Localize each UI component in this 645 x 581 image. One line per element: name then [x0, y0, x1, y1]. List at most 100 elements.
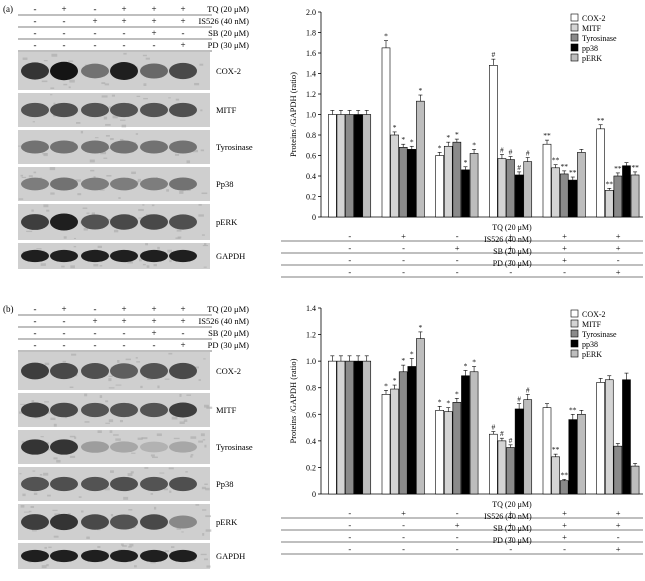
- band-label: GAPDH: [216, 551, 245, 561]
- significance-label: *: [438, 143, 442, 152]
- legend-swatch: [570, 13, 579, 22]
- y-tick-label: 0.4: [306, 437, 316, 446]
- legend-entry: Tyrosinase: [582, 34, 617, 43]
- bar-pp38: [461, 375, 470, 495]
- table-sign: -: [402, 267, 405, 277]
- legend-entry: pERK: [582, 350, 602, 359]
- blot-texture: [108, 419, 114, 423]
- blot-band: [140, 441, 168, 453]
- blot-texture: [205, 515, 211, 518]
- treatment-sign: -: [63, 340, 66, 350]
- blot-band: [140, 249, 168, 263]
- blot-texture: [97, 528, 101, 531]
- table-sign: -: [456, 532, 459, 542]
- significance-label: *: [384, 32, 388, 41]
- treatment-row-label: PD (30 μM): [208, 40, 250, 50]
- blot-band: [110, 363, 138, 379]
- blot-texture: [93, 263, 99, 267]
- blot-texture: [50, 417, 56, 421]
- legend-entry: pp38: [582, 44, 598, 53]
- blot-band: [110, 62, 138, 80]
- blot-texture: [33, 492, 38, 495]
- table-sign: -: [348, 255, 351, 265]
- blot-texture: [74, 436, 77, 439]
- blot-texture: [123, 52, 127, 55]
- bar-tyrosinase: [506, 447, 515, 495]
- table-sign: -: [348, 508, 351, 518]
- table-sign: -: [348, 520, 351, 530]
- blot-texture: [50, 94, 53, 96]
- blot-band: [169, 515, 197, 529]
- blot-band: [110, 140, 138, 154]
- blot-band: [21, 439, 49, 455]
- blot-texture: [156, 433, 162, 437]
- blot-texture: [145, 57, 150, 60]
- treatment-sign: +: [121, 304, 126, 314]
- bar-tyrosinase: [559, 480, 569, 495]
- blot-texture: [43, 472, 49, 476]
- significance-label: *: [393, 376, 397, 385]
- blot-texture: [21, 440, 25, 443]
- blot-texture: [26, 230, 33, 233]
- blot-texture: [39, 474, 43, 476]
- blot-band: [21, 102, 49, 118]
- y-tick-label: 0.6: [306, 410, 316, 419]
- table-sign: +: [562, 231, 567, 241]
- treatment-row-label: TQ (20 μM): [207, 4, 249, 14]
- significance-label: *: [401, 135, 405, 144]
- significance-label: *: [410, 137, 414, 146]
- significance-label: **: [614, 164, 622, 173]
- treatment-sign: -: [34, 4, 37, 14]
- table-sign: +: [508, 231, 513, 241]
- table-sign: -: [456, 267, 459, 277]
- blot-band: [81, 249, 109, 263]
- table-sign: -: [456, 255, 459, 265]
- blot-texture: [192, 149, 199, 153]
- blot-texture: [50, 87, 55, 89]
- treatment-sign: +: [121, 316, 126, 326]
- blot-texture: [202, 533, 205, 536]
- blot-texture: [20, 505, 25, 508]
- blot-texture: [130, 471, 134, 474]
- blot-texture: [33, 171, 37, 174]
- blot-texture: [125, 358, 131, 361]
- blot-band: [110, 441, 138, 453]
- blot-texture: [49, 167, 56, 171]
- significance-label: *: [384, 381, 388, 390]
- blot-texture: [41, 565, 47, 569]
- table-row-label: PD (30 μM): [493, 536, 532, 545]
- blot-texture: [73, 245, 77, 248]
- blot-band: [169, 214, 197, 230]
- blot-texture: [133, 526, 136, 529]
- treatment-sign: -: [63, 40, 66, 50]
- table-sign: -: [563, 544, 566, 554]
- bar-pp38: [622, 379, 631, 495]
- blot-texture: [104, 487, 110, 491]
- band-label: Pp38: [216, 179, 233, 189]
- significance-label: *: [393, 123, 397, 132]
- treatment-sign: +: [92, 316, 97, 326]
- blot-texture: [174, 153, 180, 156]
- bar-pp38: [407, 366, 417, 495]
- blot-band: [81, 214, 109, 230]
- significance-label: **: [569, 405, 577, 414]
- bar-tyrosinase: [398, 147, 408, 218]
- band-label: pERK: [216, 217, 238, 227]
- blot-texture: [190, 436, 197, 439]
- bar-perk: [577, 413, 586, 495]
- bar-pp38: [568, 419, 578, 495]
- bar-perk: [469, 153, 479, 218]
- blot-texture: [62, 360, 67, 363]
- blot-texture: [204, 243, 207, 246]
- blot-texture: [97, 245, 102, 249]
- table-sign: +: [562, 520, 567, 530]
- blot-texture: [119, 419, 123, 423]
- legend-entry: COX-2: [582, 14, 606, 23]
- y-tick-label: 0: [312, 490, 316, 499]
- blot-texture: [64, 417, 68, 419]
- blot-texture: [168, 97, 171, 99]
- blot-texture: [103, 157, 108, 159]
- blot-band: [110, 249, 138, 263]
- blot-texture: [142, 263, 146, 266]
